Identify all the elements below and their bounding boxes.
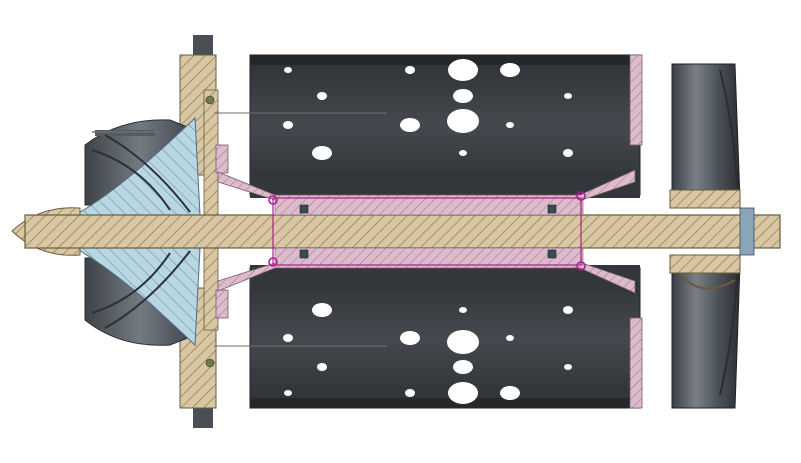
shaft-tunnel-upper: [274, 197, 584, 216]
liner-hole: [500, 63, 520, 77]
liner-hole: [317, 92, 327, 100]
rear-flange-upper: [629, 54, 643, 146]
liner-hole: [563, 149, 573, 157]
turbine-casing: [671, 63, 741, 409]
rear-flange-lower: [629, 317, 643, 409]
liner-hole: [459, 307, 467, 313]
liner-hole: [448, 382, 478, 404]
liner-hole: [400, 118, 420, 132]
liner-hole: [564, 93, 572, 99]
shaft-tunnel-lower: [274, 247, 584, 266]
spacer-lower: [215, 289, 229, 319]
liner-hole: [506, 335, 514, 341]
diffuser-cones: [217, 169, 636, 294]
liner-hole: [453, 89, 473, 103]
liner-holes-lower: [283, 303, 573, 404]
liner-hole: [312, 303, 332, 317]
main-shaft: [24, 214, 781, 249]
liner-hole: [283, 121, 293, 129]
liner-hole: [453, 360, 473, 374]
leader-lines: [92, 112, 387, 347]
liner-hole: [459, 150, 467, 156]
liner-hole: [312, 146, 332, 160]
liner-hole: [405, 66, 415, 74]
bottom-rod: [193, 406, 213, 428]
inner-channel-lower: [250, 265, 640, 293]
liner-hole: [317, 363, 327, 371]
impeller-hub: [73, 116, 201, 347]
liner-hole: [405, 389, 415, 397]
liner-hole: [448, 59, 478, 81]
compressor-housing-plate: [179, 54, 219, 409]
liner-hole: [284, 390, 292, 396]
bearings: [299, 204, 557, 259]
liner-hole: [400, 331, 420, 345]
liner-hole-large: [447, 109, 479, 133]
liner-hole: [284, 67, 292, 73]
bolt-ring-outline: [268, 191, 586, 271]
liner-hole: [283, 334, 293, 342]
top-rod: [193, 35, 213, 57]
liner-hole-large: [447, 330, 479, 354]
inner-channel-upper: [250, 170, 640, 198]
turbine-hub: [669, 189, 755, 290]
liner-holes-upper: [283, 59, 573, 160]
liner-hole: [563, 306, 573, 314]
liner-hole: [506, 122, 514, 128]
liner-hole: [564, 364, 572, 370]
spacer-upper: [215, 144, 229, 174]
liner-hole: [500, 386, 520, 400]
